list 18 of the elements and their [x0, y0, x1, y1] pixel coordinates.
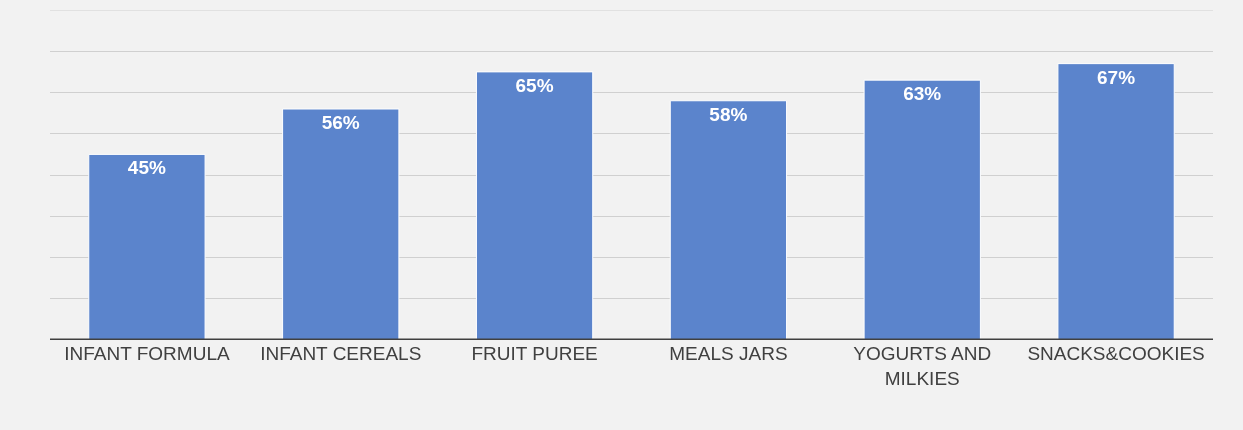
bar [669, 100, 788, 340]
x-tick-label: YOGURTS AND MILKIES [853, 343, 992, 389]
bar [282, 108, 400, 340]
data-label: 65% [515, 74, 554, 96]
data-label: 58% [709, 103, 748, 125]
bar [1057, 63, 1175, 340]
x-tick-label: MEALS JARS [669, 343, 788, 364]
bar [88, 153, 206, 340]
x-tick-label: FRUIT PUREE [471, 343, 598, 364]
x-tick-label: INFANT CEREALS [260, 343, 422, 364]
bar [863, 79, 981, 340]
bar [475, 71, 594, 340]
x-tick-label: SNACKS&COOKIES [1027, 343, 1205, 364]
data-label: 56% [321, 112, 360, 133]
x-tick-label: INFANT FORMULA [64, 343, 230, 364]
data-label: 63% [903, 83, 942, 105]
data-label: 67% [1097, 66, 1136, 88]
data-label: 45% [127, 157, 166, 179]
